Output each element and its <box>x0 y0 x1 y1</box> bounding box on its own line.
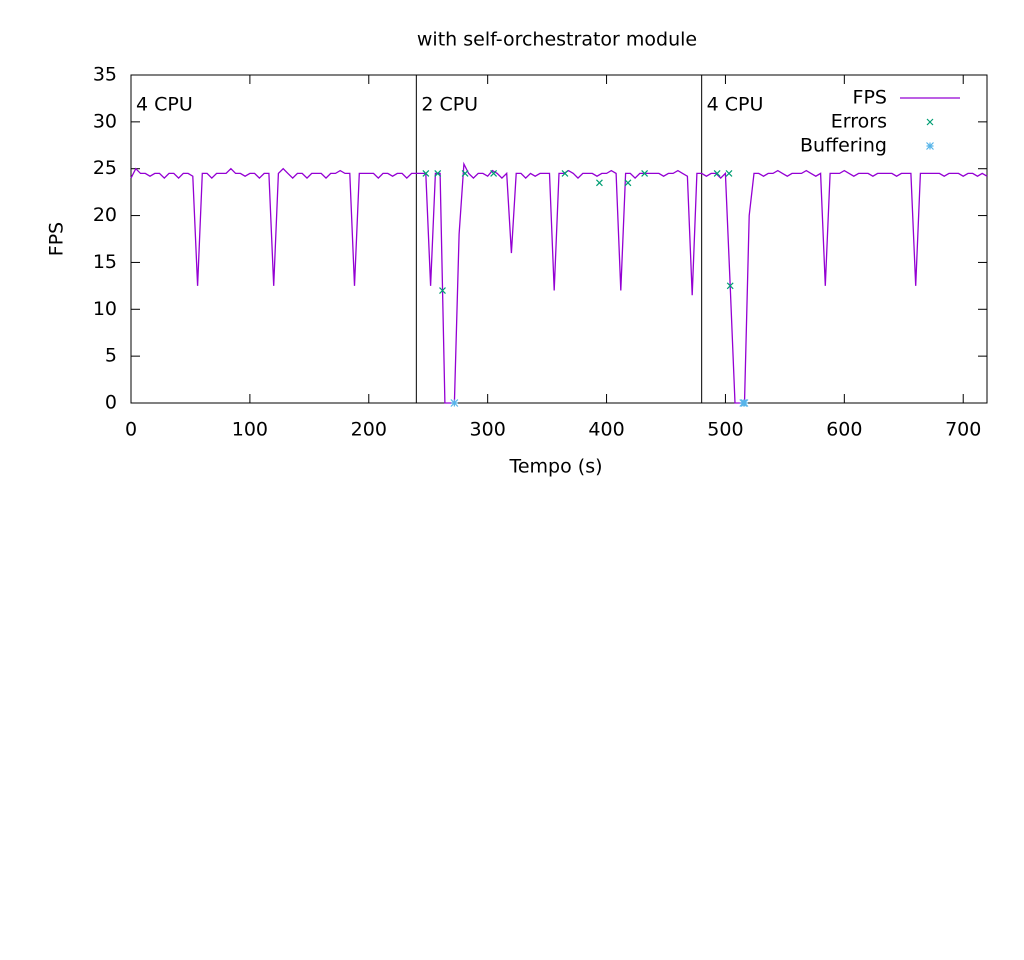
error-point <box>490 169 498 177</box>
error-point <box>726 282 734 290</box>
legend-label: Errors <box>831 111 887 133</box>
x-tick-label: 400 <box>588 419 624 441</box>
error-point <box>641 169 649 177</box>
legend-label: FPS <box>853 87 887 109</box>
x-axis-label: Tempo (s) <box>508 456 602 478</box>
y-tick-label: 25 <box>93 157 117 179</box>
legend-label: Buffering <box>800 135 887 157</box>
x-tick-label: 200 <box>351 419 387 441</box>
annotation: 4 CPU <box>707 94 764 116</box>
error-point <box>439 287 446 294</box>
error-point <box>422 169 430 177</box>
error-point <box>461 169 469 177</box>
error-point <box>561 169 569 177</box>
error-point <box>624 179 632 187</box>
plot-frame <box>130 74 988 404</box>
annotation: 4 CPU <box>136 94 193 116</box>
error-point <box>713 169 721 177</box>
y-tick-label: 20 <box>93 204 117 226</box>
error-point <box>725 169 733 177</box>
y-tick-label: 30 <box>93 110 117 132</box>
y-tick-label: 10 <box>93 298 117 320</box>
chart-title: with self-orchestrator module <box>417 29 697 51</box>
x-tick-label: 600 <box>826 419 862 441</box>
x-tick-label: 700 <box>945 419 981 441</box>
buffering-point <box>450 399 459 407</box>
y-tick-label: 5 <box>105 345 117 367</box>
x-tick-label: 100 <box>232 419 268 441</box>
y-tick-label: 15 <box>93 251 117 273</box>
annotation: 2 CPU <box>421 94 478 116</box>
y-axis-label: FPS <box>46 222 68 256</box>
fps-line <box>130 161 988 404</box>
y-tick-label: 35 <box>93 64 117 86</box>
error-point <box>595 179 603 187</box>
x-tick-label: 500 <box>707 419 743 441</box>
x-tick-label: 0 <box>125 419 137 441</box>
error-point <box>434 169 442 177</box>
x-tick-label: 300 <box>470 419 506 441</box>
buffering-point <box>740 399 749 407</box>
legend-swatch <box>926 118 934 126</box>
y-tick-label: 0 <box>105 392 117 414</box>
legend-swatch <box>926 142 934 150</box>
